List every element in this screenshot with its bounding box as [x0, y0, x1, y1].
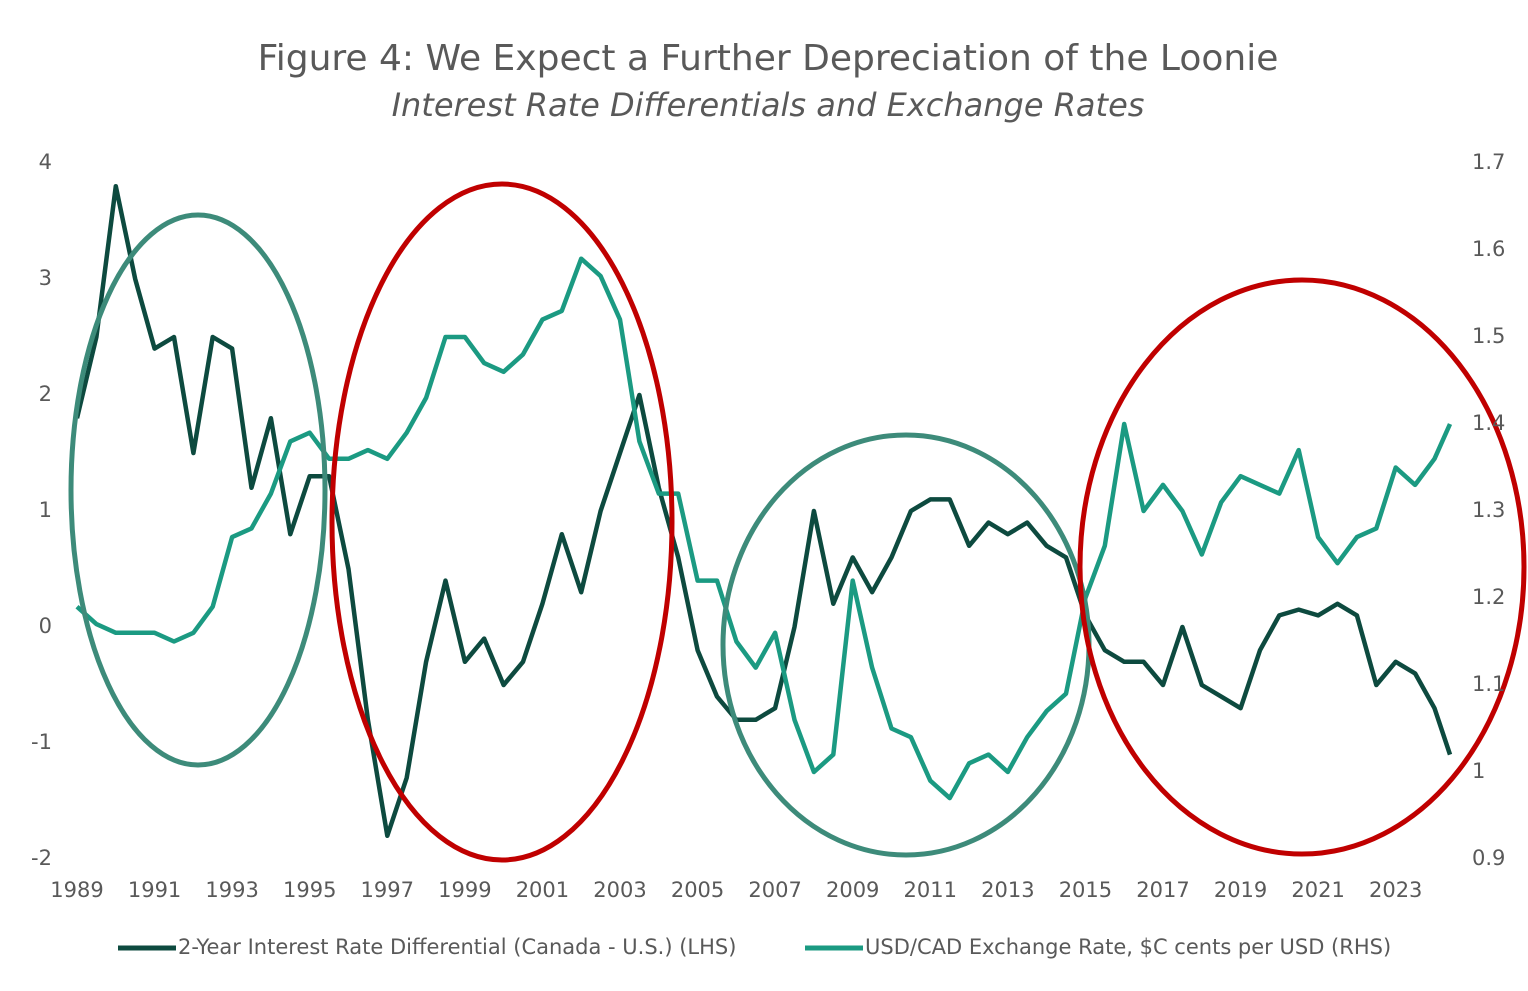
y-tick-label: -1	[31, 730, 52, 754]
x-tick-label: 2013	[981, 878, 1034, 902]
line	[74, 183, 1453, 839]
chart-subtitle: Interest Rate Differentials and Exchange…	[392, 86, 1145, 124]
y2-tick-label: 1.6	[1472, 237, 1505, 261]
annotations	[68, 181, 1527, 863]
ellipse	[68, 212, 328, 768]
y2-tick-label: 1.2	[1472, 585, 1505, 609]
y-tick-label: 4	[39, 150, 52, 174]
ellipse	[329, 181, 675, 863]
x-tick-label: 2005	[671, 878, 724, 902]
x-tick-label: 2021	[1291, 878, 1344, 902]
y2-tick-label: 1.7	[1472, 150, 1505, 174]
y-tick-label: 2	[39, 382, 52, 406]
plot	[74, 183, 1453, 839]
y2-tick-label: 1.3	[1472, 498, 1505, 522]
chart-title: Figure 4: We Expect a Further Depreciati…	[258, 38, 1279, 79]
x-tick-label: 2009	[826, 878, 879, 902]
line	[75, 256, 1453, 801]
y-tick-label: -2	[31, 846, 52, 870]
y-tick-label: 1	[39, 498, 52, 522]
legend-label: USD/CAD Exchange Rate, $C cents per USD …	[865, 935, 1391, 959]
x-tick-label: 2011	[904, 878, 957, 902]
y2-tick-label: 1	[1472, 759, 1485, 783]
y-tick-label: 0	[39, 614, 52, 638]
ellipse	[1077, 277, 1527, 857]
x-tick-label: 1999	[438, 878, 491, 902]
x-tick-label: 2003	[593, 878, 646, 902]
y2-tick-label: 0.9	[1472, 846, 1505, 870]
x-tick-label: 1997	[361, 878, 414, 902]
y2-tick-label: 1.4	[1472, 411, 1505, 435]
y-tick-label: 3	[39, 266, 52, 290]
y2-tick-label: 1.1	[1472, 672, 1505, 696]
x-tick-label: 2001	[516, 878, 569, 902]
x-tick-label: 1989	[50, 878, 103, 902]
x-tick-label: 1995	[283, 878, 336, 902]
x-tick-label: 1991	[128, 878, 181, 902]
y2-tick-label: 1.5	[1472, 324, 1505, 348]
x-tick-label: 2015	[1059, 878, 1112, 902]
x-tick-label: 2023	[1369, 878, 1422, 902]
x-tick-label: 2019	[1214, 878, 1267, 902]
x-tick-label: 2017	[1136, 878, 1189, 902]
legend-label: 2-Year Interest Rate Differential (Canad…	[178, 935, 736, 959]
x-tick-label: 1993	[205, 878, 258, 902]
x-tick-label: 2007	[748, 878, 801, 902]
